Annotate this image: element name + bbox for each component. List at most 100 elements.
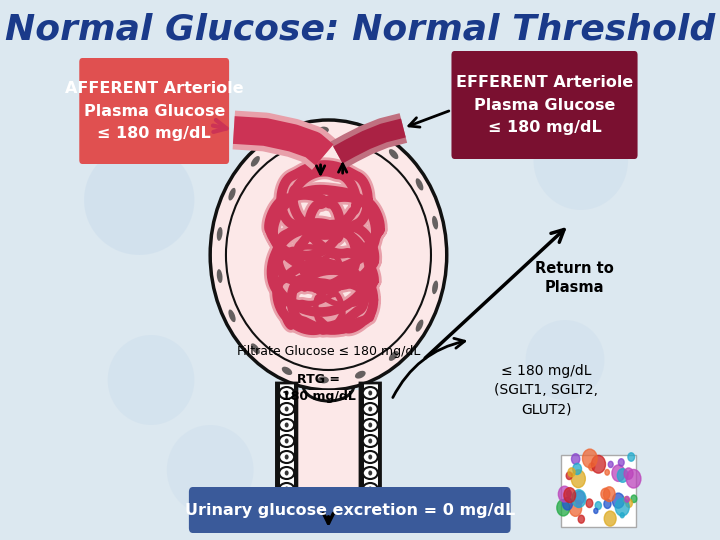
Circle shape <box>591 455 606 473</box>
Ellipse shape <box>534 110 628 210</box>
Ellipse shape <box>279 499 294 511</box>
Circle shape <box>368 407 372 411</box>
FancyBboxPatch shape <box>276 383 297 527</box>
Circle shape <box>368 470 372 476</box>
Circle shape <box>284 407 289 411</box>
Ellipse shape <box>210 120 446 390</box>
Text: RTG =
180 mg/dL: RTG = 180 mg/dL <box>282 373 356 403</box>
Circle shape <box>284 390 289 395</box>
FancyBboxPatch shape <box>451 51 638 159</box>
Ellipse shape <box>279 387 294 399</box>
Ellipse shape <box>432 216 438 229</box>
Ellipse shape <box>167 425 253 515</box>
Circle shape <box>605 469 609 475</box>
Ellipse shape <box>279 515 294 527</box>
Ellipse shape <box>228 309 235 322</box>
Text: AFFERENT Arteriole
Plasma Glucose
≤ 180 mg/dL: AFFERENT Arteriole Plasma Glucose ≤ 180 … <box>65 82 243 141</box>
Circle shape <box>612 493 624 508</box>
Ellipse shape <box>363 499 378 511</box>
Circle shape <box>572 463 582 475</box>
Circle shape <box>284 518 289 523</box>
Circle shape <box>625 496 629 502</box>
Ellipse shape <box>279 467 294 479</box>
Ellipse shape <box>389 351 398 361</box>
Circle shape <box>571 470 585 488</box>
Ellipse shape <box>279 435 294 447</box>
Ellipse shape <box>415 320 423 332</box>
Ellipse shape <box>355 131 366 139</box>
Circle shape <box>368 487 372 491</box>
Circle shape <box>284 470 289 476</box>
Circle shape <box>575 491 585 504</box>
Text: Filtrate Glucose ≤ 180 mg/dL: Filtrate Glucose ≤ 180 mg/dL <box>237 346 420 359</box>
Ellipse shape <box>282 135 292 143</box>
Ellipse shape <box>279 483 294 495</box>
Circle shape <box>368 390 372 395</box>
Ellipse shape <box>251 156 260 167</box>
Circle shape <box>617 469 628 482</box>
Text: EFFERENT Arteriole
Plasma Glucose
≤ 180 mg/dL: EFFERENT Arteriole Plasma Glucose ≤ 180 … <box>456 75 633 134</box>
Circle shape <box>620 512 624 518</box>
Circle shape <box>368 438 372 443</box>
Ellipse shape <box>318 376 329 383</box>
Ellipse shape <box>363 419 378 431</box>
Ellipse shape <box>363 387 378 399</box>
Polygon shape <box>289 385 368 525</box>
FancyBboxPatch shape <box>561 455 636 527</box>
Ellipse shape <box>279 451 294 463</box>
FancyBboxPatch shape <box>360 383 380 527</box>
Circle shape <box>631 495 637 503</box>
Circle shape <box>567 491 572 496</box>
Circle shape <box>572 454 580 464</box>
Circle shape <box>608 461 613 468</box>
Circle shape <box>586 499 593 508</box>
Circle shape <box>572 490 586 508</box>
Circle shape <box>558 486 571 502</box>
Ellipse shape <box>279 419 294 431</box>
Text: Return to
Plasma: Return to Plasma <box>535 261 614 295</box>
Ellipse shape <box>251 343 260 354</box>
Circle shape <box>570 501 582 516</box>
Circle shape <box>284 438 289 443</box>
FancyBboxPatch shape <box>189 487 510 533</box>
Ellipse shape <box>363 467 378 479</box>
Circle shape <box>576 500 582 508</box>
Circle shape <box>368 518 372 523</box>
Ellipse shape <box>363 403 378 415</box>
Ellipse shape <box>363 451 378 463</box>
Circle shape <box>618 458 624 466</box>
Ellipse shape <box>84 145 194 255</box>
Circle shape <box>566 472 572 480</box>
Circle shape <box>562 497 572 510</box>
Ellipse shape <box>318 126 329 133</box>
Ellipse shape <box>226 140 431 370</box>
Ellipse shape <box>363 435 378 447</box>
Ellipse shape <box>279 403 294 415</box>
Text: Normal Glucose: Normal Threshold: Normal Glucose: Normal Threshold <box>5 13 715 47</box>
Ellipse shape <box>228 188 235 200</box>
Circle shape <box>628 453 634 461</box>
Circle shape <box>612 465 625 482</box>
Text: Urinary glucose excretion = 0 mg/dL: Urinary glucose excretion = 0 mg/dL <box>184 503 515 517</box>
Circle shape <box>564 488 575 503</box>
Circle shape <box>368 455 372 460</box>
Circle shape <box>604 500 611 509</box>
Circle shape <box>624 497 629 503</box>
Circle shape <box>604 511 616 526</box>
Circle shape <box>624 468 633 480</box>
Circle shape <box>284 455 289 460</box>
Circle shape <box>568 468 575 477</box>
Circle shape <box>595 502 601 510</box>
Ellipse shape <box>432 281 438 294</box>
Circle shape <box>578 515 585 523</box>
Circle shape <box>368 503 372 508</box>
Circle shape <box>557 500 570 516</box>
Circle shape <box>582 449 597 468</box>
Circle shape <box>589 463 595 471</box>
Text: ≤ 180 mg/dL
(SGLT1, SGLT2,
GLUT2): ≤ 180 mg/dL (SGLT1, SGLT2, GLUT2) <box>494 363 598 416</box>
Ellipse shape <box>217 227 222 241</box>
Ellipse shape <box>108 335 194 425</box>
Ellipse shape <box>355 371 366 379</box>
Circle shape <box>284 422 289 428</box>
Circle shape <box>601 488 610 500</box>
